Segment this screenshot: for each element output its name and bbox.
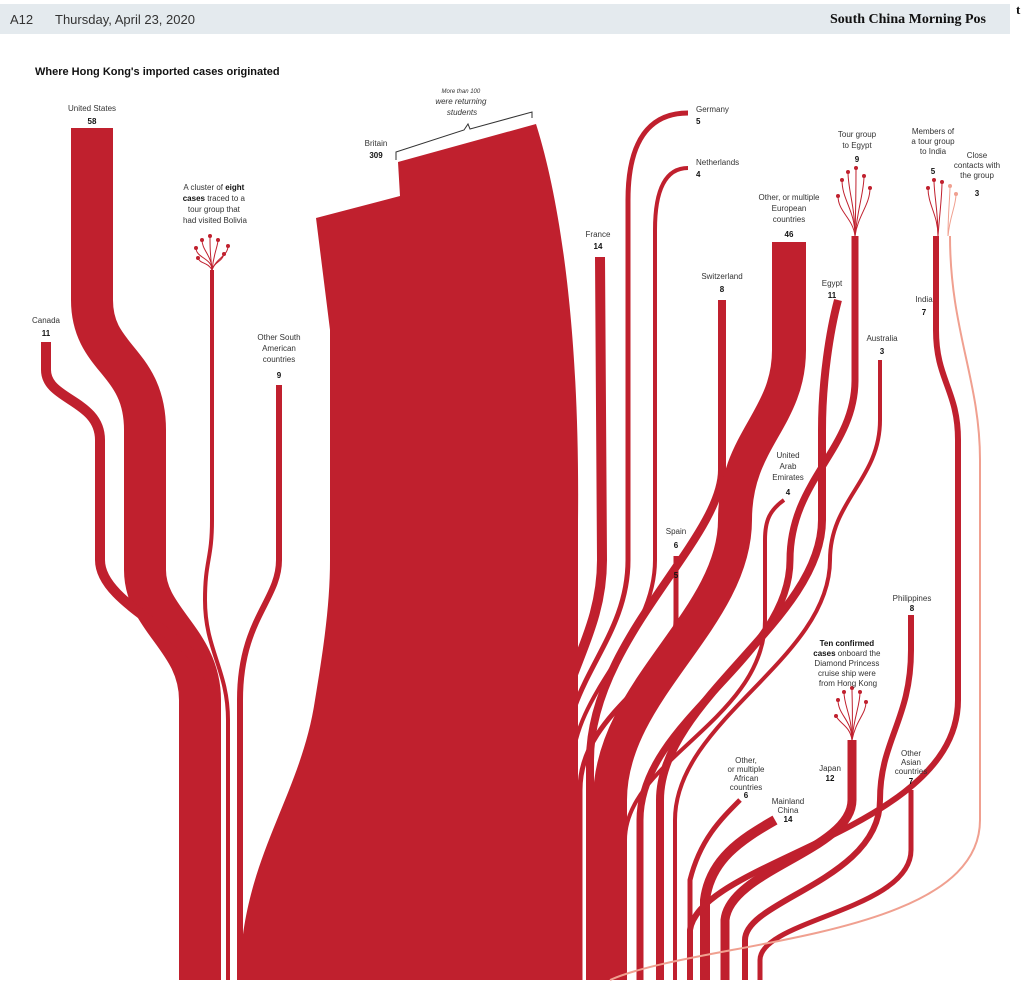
count-britain: 309 <box>369 151 383 160</box>
count-egypt-tour-group: 9 <box>855 155 860 164</box>
count-close-contacts: 3 <box>975 189 980 198</box>
flow-switzerland <box>586 300 726 980</box>
label-india-tour-group: Members of a tour group to India <box>911 127 955 156</box>
flow-netherlands <box>570 166 689 980</box>
flow-egypt-tour-group <box>636 236 859 980</box>
issue-date: Thursday, April 23, 2020 <box>55 12 195 27</box>
label-uae: United Arab Emirates <box>772 451 804 482</box>
masthead: South China Morning Pos <box>830 12 986 27</box>
label-other-asian: Other Asian countries <box>895 749 927 776</box>
flow-egypt <box>656 298 842 980</box>
label-britain: Britain <box>365 139 388 148</box>
flow-other-asian <box>757 790 914 980</box>
count-germany: 5 <box>696 117 701 126</box>
label-african: Other, or multiple African countries <box>728 756 765 792</box>
count-other-european: 46 <box>785 230 794 239</box>
count-netherlands: 4 <box>696 170 701 179</box>
annotation-bolivia: A cluster of eight cases traced to a tou… <box>183 183 248 225</box>
india-burst <box>927 179 943 237</box>
label-egypt-tour-group: Tour group to Egypt <box>838 130 877 150</box>
flow-uae <box>623 498 786 980</box>
flow-bolivia-cluster <box>202 270 230 980</box>
count-switzerland: 8 <box>720 285 725 294</box>
annotation-diamond-princess: Ten confirmed cases onboard the Diamond … <box>813 639 882 688</box>
flow-britain <box>240 124 579 980</box>
label-germany: Germany <box>696 105 729 114</box>
masthead-overflow-letter: t <box>1010 0 1036 34</box>
flow-close-contacts <box>609 235 981 981</box>
count-other-asian: 7 <box>909 777 914 786</box>
label-france: France <box>586 230 611 239</box>
label-philippines: Philippines <box>893 594 932 603</box>
graphic-title: Where Hong Kong's imported cases origina… <box>35 66 280 78</box>
diamond-princess-burst <box>835 687 867 741</box>
students-brace <box>395 111 533 160</box>
label-close-contacts: Close contacts with the group <box>954 151 1000 180</box>
label-canada: Canada <box>32 316 61 325</box>
count-uae: 4 <box>786 488 791 497</box>
count-egypt: 11 <box>828 291 837 300</box>
flow-japan <box>720 740 857 980</box>
count-canada: 11 <box>42 329 51 338</box>
flow-canada <box>41 342 220 980</box>
label-india: India <box>915 295 933 304</box>
page-header: A12 Thursday, April 23, 2020 South China… <box>0 4 1036 34</box>
label-united-states: United States <box>68 104 116 113</box>
count-african: 6 <box>744 791 749 800</box>
flow-mainland-china <box>700 815 778 980</box>
count-philippines: 8 <box>910 604 915 613</box>
label-mainland-china: Mainland China <box>772 797 804 815</box>
count-india-tour-group: 5 <box>931 167 936 176</box>
count-other-south-american: 9 <box>277 371 282 380</box>
egypt-tour-burst <box>837 167 871 237</box>
flow-india <box>687 236 961 980</box>
label-other-european: Other, or multiple European countries <box>759 193 820 224</box>
count-india: 7 <box>922 308 927 317</box>
label-australia: Australia <box>866 334 898 343</box>
flow-african <box>687 798 742 980</box>
count-spain-secondary: 5 <box>674 571 679 580</box>
page-number: A12 <box>10 12 34 27</box>
label-japan: Japan <box>819 764 841 773</box>
label-netherlands: Netherlands <box>696 158 739 167</box>
flow-philippines <box>742 615 914 980</box>
count-mainland-china: 14 <box>784 815 793 824</box>
count-spain: 6 <box>674 541 679 550</box>
count-japan: 12 <box>826 774 835 783</box>
annotation-students: More than 100 were returning students <box>435 86 488 117</box>
count-france: 14 <box>594 242 603 251</box>
label-switzerland: Switzerland <box>701 272 742 281</box>
flow-united-states <box>71 128 221 980</box>
flow-other-south-american <box>237 385 282 980</box>
label-other-south-american: Other South American countries <box>257 333 300 364</box>
label-spain: Spain <box>666 527 686 536</box>
flow-other-european <box>593 242 806 980</box>
label-egypt: Egypt <box>822 279 843 288</box>
count-australia: 3 <box>880 347 885 356</box>
count-united-states: 58 <box>88 117 97 126</box>
flow-australia <box>673 360 882 980</box>
